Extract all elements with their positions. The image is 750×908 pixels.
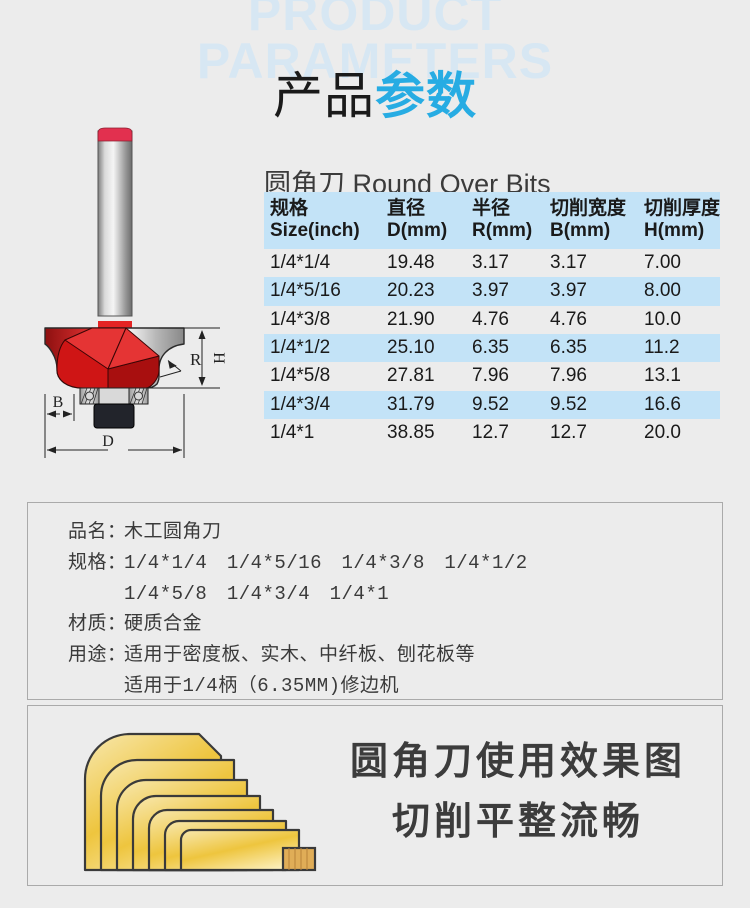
svg-text:B: B [53, 394, 64, 411]
svg-text:R: R [190, 350, 202, 369]
svg-text:D: D [102, 433, 114, 450]
svg-text:H: H [210, 352, 227, 364]
